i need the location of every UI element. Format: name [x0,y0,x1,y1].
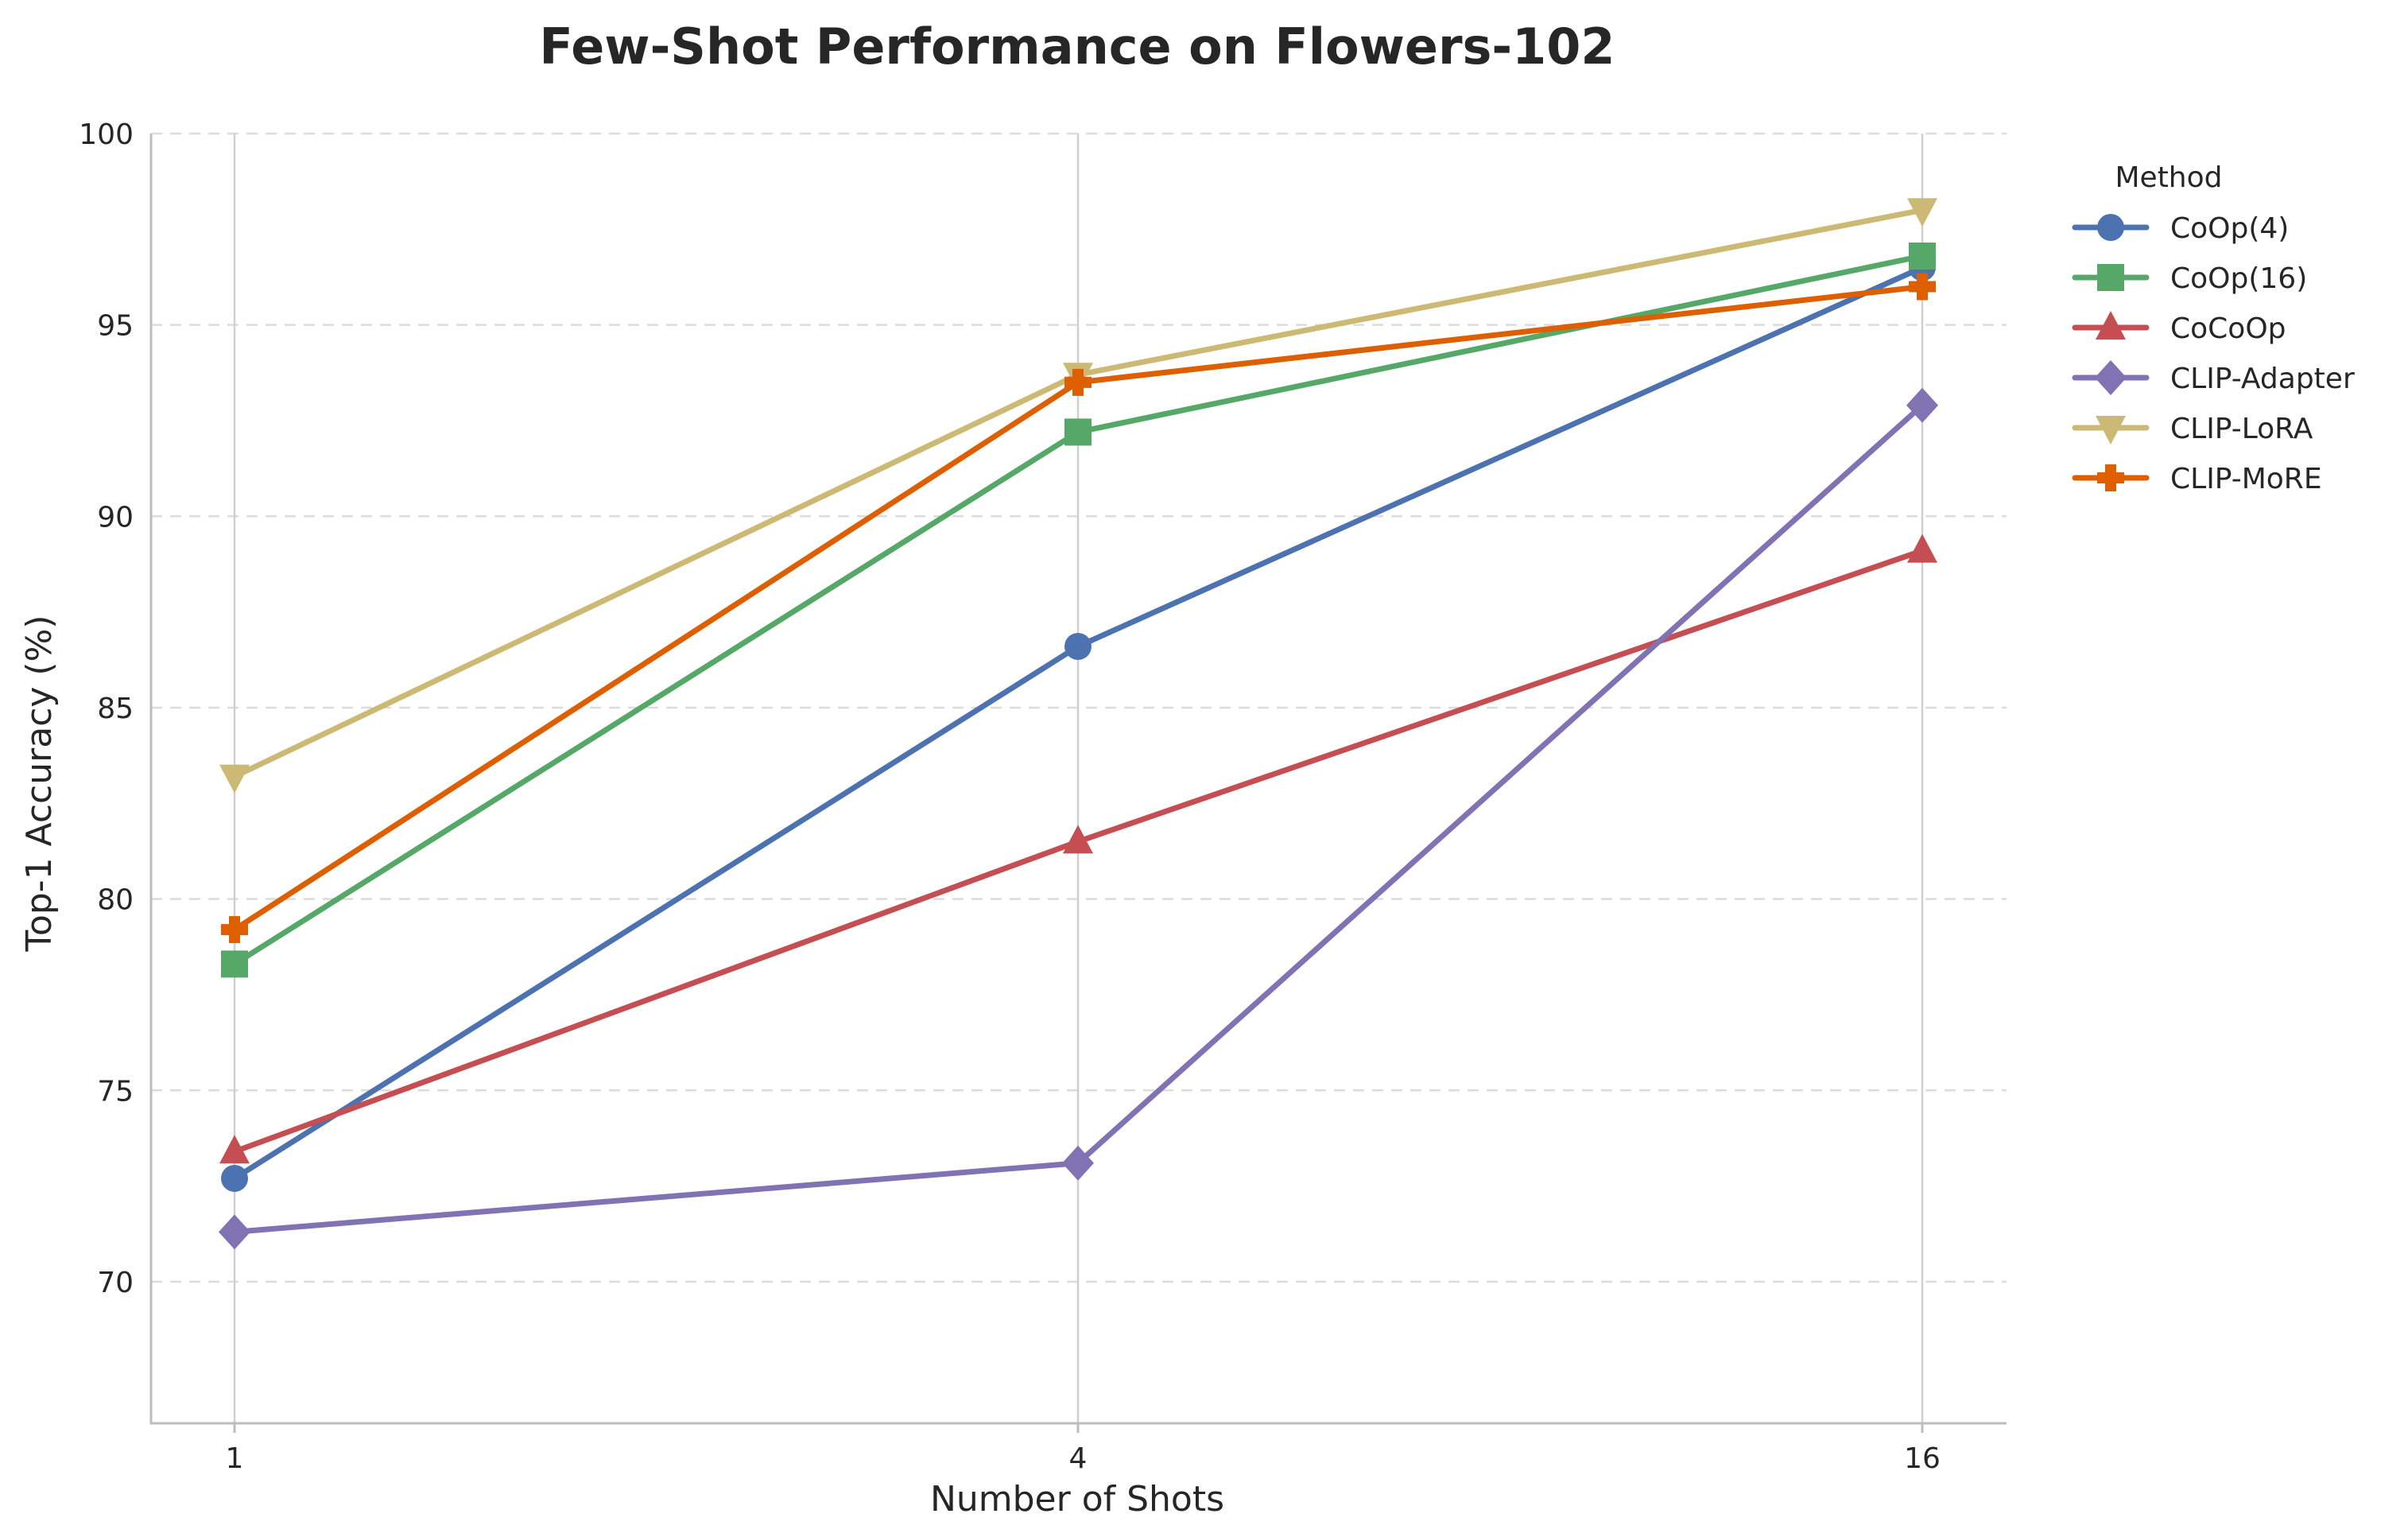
x-axis-label: Number of Shots [930,1479,1224,1520]
series-layer [219,198,1938,1250]
legend-label: CoCoOp [2170,312,2286,345]
data-point [1907,198,1937,227]
legend-swatch-marker [2096,311,2126,340]
legend-swatch-marker [2097,214,2124,241]
axes-spines [149,134,2007,1425]
series-clip-adapter [219,387,1938,1250]
data-point [1064,632,1092,660]
grid-layer [151,132,2007,1423]
y-tick-label: 85 [97,693,134,725]
x-axis-ticks: 1 4 16 [226,1423,1941,1475]
legend-title: Method [2115,161,2222,194]
legend-label: CLIP-LoRA [2170,413,2313,445]
data-point [219,1214,250,1250]
axis-spine [149,134,2007,1425]
y-axis-ticks: 70 75 80 85 90 95 100 [79,118,134,1299]
series-cocoop [219,534,1937,1164]
y-tick-label: 70 [97,1267,134,1299]
data-point [1909,273,1936,301]
legend-label: CLIP-Adapter [2170,363,2355,395]
legend: Method CoOp(4) CoOp(16) CoCoOp CLIP-Adapter… [2072,161,2355,495]
data-point [1064,368,1092,396]
legend-swatch-marker [2096,416,2126,444]
legend-item: CLIP-MoRE [2072,463,2322,495]
data-point [1909,243,1936,270]
legend-label: CLIP-MoRE [2170,463,2322,495]
data-point [221,1164,248,1192]
data-point [1906,387,1938,423]
data-point [1063,825,1093,854]
y-tick-label: 95 [97,310,134,343]
legend-swatch-marker [2095,360,2127,395]
y-tick-label: 90 [97,501,134,534]
series-clip-more [221,273,1936,944]
y-tick-label: 75 [97,1075,134,1108]
data-point [221,916,248,944]
legend-item: CoOp(16) [2072,262,2307,295]
x-tick-label: 1 [226,1442,244,1475]
legend-swatch-marker [2097,464,2124,491]
legend-item: CLIP-LoRA [2072,413,2313,445]
legend-item: CoCoOp [2072,311,2286,345]
x-tick-label: 16 [1904,1442,1941,1475]
data-point [219,764,250,794]
data-point [1907,534,1937,563]
legend-item: CoOp(4) [2072,212,2289,245]
legend-swatch-marker [2097,264,2124,291]
legend-label: CoOp(4) [2170,212,2289,245]
y-tick-label: 100 [79,118,134,151]
y-tick-label: 80 [97,884,134,917]
data-point [1064,418,1092,446]
legend-label: CoOp(16) [2170,262,2307,295]
y-axis-label: Top-1 Accuracy (%) [19,615,60,952]
data-point [219,1135,250,1164]
data-point [1062,1145,1094,1181]
legend-item: CLIP-Adapter [2072,360,2355,395]
chart-title: Few-Shot Performance on Flowers-102 [539,17,1615,76]
legend-items: CoOp(4) CoOp(16) CoCoOp CLIP-Adapter CLIP-Lo… [2072,212,2355,495]
series-coop-16 [221,243,1936,978]
x-tick-label: 4 [1069,1442,1088,1475]
data-point [221,950,248,978]
